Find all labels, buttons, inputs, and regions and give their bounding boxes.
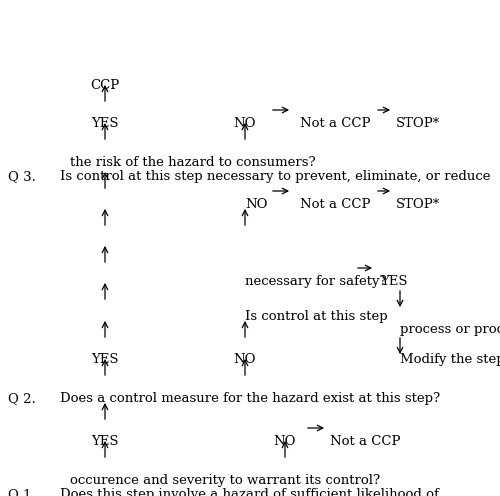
Text: Q 3.: Q 3. bbox=[8, 170, 36, 183]
Text: Does a control measure for the hazard exist at this step?: Does a control measure for the hazard ex… bbox=[60, 392, 440, 405]
Text: Not a CCP: Not a CCP bbox=[300, 198, 370, 211]
Text: necessary for safety?: necessary for safety? bbox=[245, 275, 386, 288]
Text: NO: NO bbox=[274, 435, 296, 448]
Text: Does this step involve a hazard of sufficient likelihood of: Does this step involve a hazard of suffi… bbox=[60, 488, 439, 496]
Text: STOP*: STOP* bbox=[396, 117, 440, 130]
Text: the risk of the hazard to consumers?: the risk of the hazard to consumers? bbox=[70, 156, 316, 169]
Text: YES: YES bbox=[91, 435, 119, 448]
Text: Is control at this step necessary to prevent, eliminate, or reduce: Is control at this step necessary to pre… bbox=[60, 170, 490, 183]
Text: NO: NO bbox=[245, 198, 268, 211]
Text: CCP: CCP bbox=[90, 79, 120, 92]
Text: Modify the step,: Modify the step, bbox=[400, 353, 500, 366]
Text: occurence and severity to warrant its control?: occurence and severity to warrant its co… bbox=[70, 474, 380, 487]
Text: YES: YES bbox=[91, 117, 119, 130]
Text: process or product: process or product bbox=[400, 323, 500, 336]
Text: NO: NO bbox=[234, 353, 256, 366]
Text: YES: YES bbox=[380, 275, 407, 288]
Text: STOP*: STOP* bbox=[396, 198, 440, 211]
Text: Is control at this step: Is control at this step bbox=[245, 310, 388, 323]
Text: Q 2.: Q 2. bbox=[8, 392, 36, 405]
Text: Q 1.: Q 1. bbox=[8, 488, 36, 496]
Text: NO: NO bbox=[234, 117, 256, 130]
Text: Not a CCP: Not a CCP bbox=[300, 117, 370, 130]
Text: YES: YES bbox=[91, 353, 119, 366]
Text: Not a CCP: Not a CCP bbox=[330, 435, 400, 448]
